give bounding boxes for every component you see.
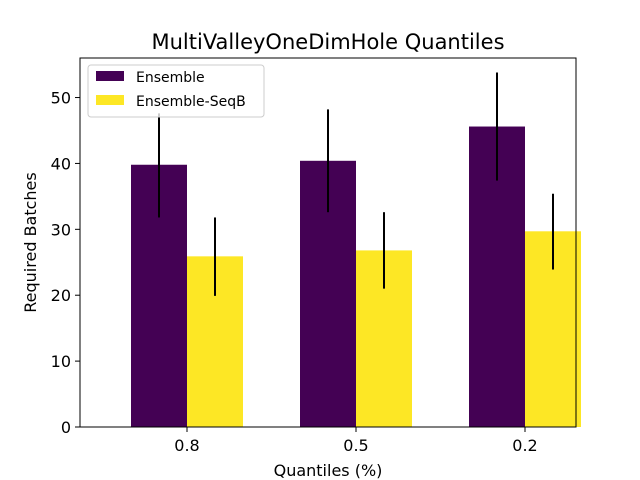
legend-swatch-ensemble [96, 71, 124, 81]
y-tick-label-0: 0 [61, 418, 71, 437]
legend-label-ensemble: Ensemble [136, 70, 205, 86]
x-axis-label: Quantiles (%) [274, 461, 383, 480]
y-tick-label-40: 40 [51, 154, 71, 173]
legend-swatch-ensemble-seqb [96, 95, 124, 105]
y-tick-label-50: 50 [51, 89, 71, 108]
legend-label-ensemble-seqb: Ensemble-SeqB [136, 94, 246, 110]
y-axis: 0 10 20 30 40 50 [51, 89, 80, 437]
plot-frame [79, 57, 577, 428]
legend-frame [87, 64, 265, 118]
x-axis: 0.8 0.5 0.2 [174, 427, 538, 455]
bars-layer [131, 126, 581, 428]
error-bars-layer [158, 72, 554, 296]
y-tick-label-10: 10 [51, 352, 71, 371]
x-tick-label-0.2: 0.2 [512, 436, 537, 455]
chart-title: MultiValleyOneDimHole Quantiles [151, 30, 504, 54]
x-tick-label-0.8: 0.8 [174, 436, 199, 455]
y-tick-label-30: 30 [51, 220, 71, 239]
legend: Ensemble Ensemble-SeqB [87, 64, 265, 118]
y-axis-label: Required Batches [21, 172, 40, 312]
y-tick-label-20: 20 [51, 286, 71, 305]
x-tick-label-0.5: 0.5 [343, 436, 368, 455]
